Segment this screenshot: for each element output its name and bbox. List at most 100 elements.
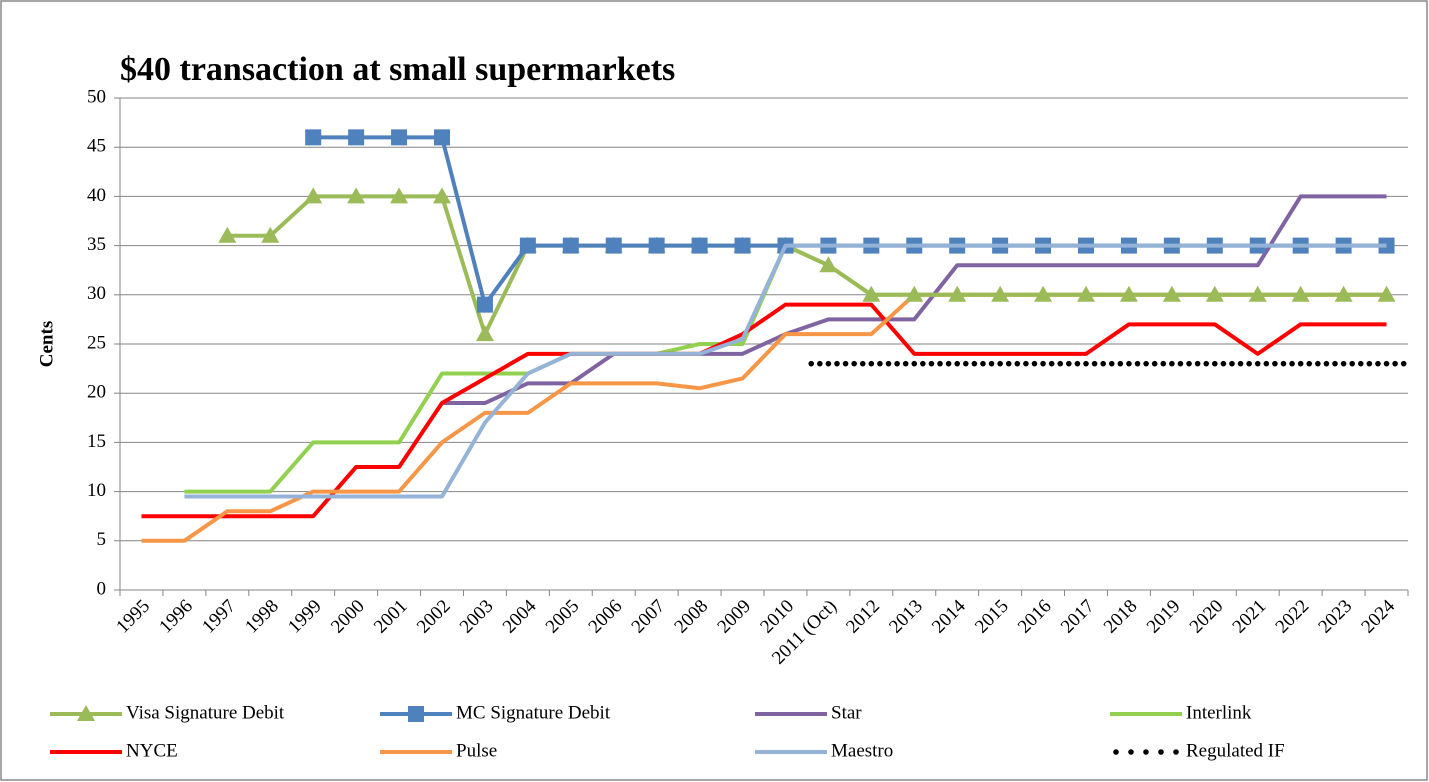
dot <box>817 360 823 367</box>
dot <box>962 360 969 367</box>
dot <box>1194 360 1201 367</box>
triangle-marker <box>347 187 366 204</box>
dot <box>868 360 875 367</box>
series <box>808 360 1407 367</box>
triangle-marker <box>1162 285 1181 302</box>
triangle-marker <box>1077 285 1095 302</box>
square-marker <box>348 129 365 146</box>
y-tick-label: 50 <box>87 86 106 107</box>
dot <box>954 360 960 367</box>
square-marker <box>434 129 450 146</box>
triangle-marker <box>304 187 323 204</box>
triangle-marker <box>1334 285 1353 302</box>
triangle-marker <box>1248 285 1267 302</box>
dot <box>1289 360 1295 367</box>
triangle-marker <box>991 285 1010 302</box>
dot <box>1340 360 1347 367</box>
dot <box>1040 360 1046 367</box>
triangle-marker <box>948 285 967 302</box>
dot <box>808 360 815 367</box>
legend-dot <box>1143 749 1149 755</box>
dot <box>980 360 986 367</box>
dot <box>1254 360 1261 367</box>
triangle-marker <box>475 325 494 342</box>
y-tick-label: 5 <box>97 529 107 550</box>
dot <box>1134 360 1141 367</box>
dot <box>1375 360 1381 367</box>
dot <box>1203 360 1210 367</box>
triangle-marker <box>1034 285 1053 302</box>
y-tick-label: 20 <box>87 382 106 403</box>
series-line <box>141 302 1387 519</box>
series <box>442 194 1387 406</box>
legend-item: NYCE <box>50 740 178 761</box>
dot <box>1160 360 1167 367</box>
dot <box>945 360 952 367</box>
series-line <box>184 243 1387 499</box>
legend-label: Pulse <box>456 740 497 761</box>
dot <box>1117 360 1124 367</box>
series-line <box>442 194 1387 406</box>
dot <box>1031 360 1038 367</box>
dot <box>894 360 900 367</box>
legend-item: MC Signature Debit <box>380 702 611 723</box>
legend-label: Star <box>831 702 862 723</box>
dot <box>1392 360 1398 367</box>
triangle-marker <box>819 256 838 273</box>
legend-marker <box>408 706 424 722</box>
dot <box>885 360 892 367</box>
dot <box>1126 360 1132 367</box>
dot <box>1212 360 1218 367</box>
dot <box>1229 360 1235 367</box>
legend-item: Pulse <box>380 740 497 761</box>
dot <box>902 360 909 367</box>
square-marker <box>648 237 665 254</box>
square-marker <box>734 237 751 254</box>
legend-item: Interlink <box>1110 702 1252 723</box>
dot <box>851 360 857 367</box>
dot <box>928 360 935 367</box>
legend-label: Regulated IF <box>1186 740 1285 761</box>
legend-dot <box>1173 749 1179 755</box>
y-axis-label: Cents <box>36 321 57 367</box>
y-tick-label: 40 <box>87 185 106 206</box>
square-marker <box>519 237 536 254</box>
dot <box>1315 360 1321 367</box>
legend-item: Star <box>755 702 862 723</box>
dot <box>1083 360 1089 367</box>
triangle-marker <box>1291 285 1310 302</box>
dot <box>1400 360 1407 367</box>
dot <box>859 360 866 367</box>
dot <box>1143 360 1149 367</box>
series-line <box>227 194 1387 337</box>
square-marker <box>391 129 408 146</box>
legend-dot <box>1113 749 1119 755</box>
dot <box>988 360 995 367</box>
dot <box>1186 360 1192 367</box>
dot <box>1100 360 1106 367</box>
dot <box>1108 360 1115 367</box>
legend-item: Visa Signature Debit <box>50 702 285 723</box>
dot <box>1220 360 1227 367</box>
square-marker <box>691 237 708 254</box>
triangle-marker <box>905 285 924 302</box>
dot <box>1014 360 1021 367</box>
triangle-marker <box>862 285 881 302</box>
legend-label: Maestro <box>831 740 893 761</box>
dot <box>1366 360 1373 367</box>
legend-label: MC Signature Debit <box>456 702 611 723</box>
y-tick-label: 10 <box>87 480 106 501</box>
y-tick-label: 25 <box>87 332 106 353</box>
y-tick-label: 30 <box>87 283 106 304</box>
dot <box>1383 360 1390 367</box>
dot <box>1023 360 1029 367</box>
dot <box>1048 360 1055 367</box>
chart-title: $40 transaction at small supermarkets <box>120 51 675 88</box>
legend-marker <box>77 705 95 721</box>
legend-label: Interlink <box>1186 702 1252 723</box>
series <box>184 243 1387 499</box>
dot <box>971 360 978 367</box>
legend-dot <box>1128 749 1134 755</box>
dot <box>1057 360 1064 367</box>
dot <box>1272 360 1278 367</box>
